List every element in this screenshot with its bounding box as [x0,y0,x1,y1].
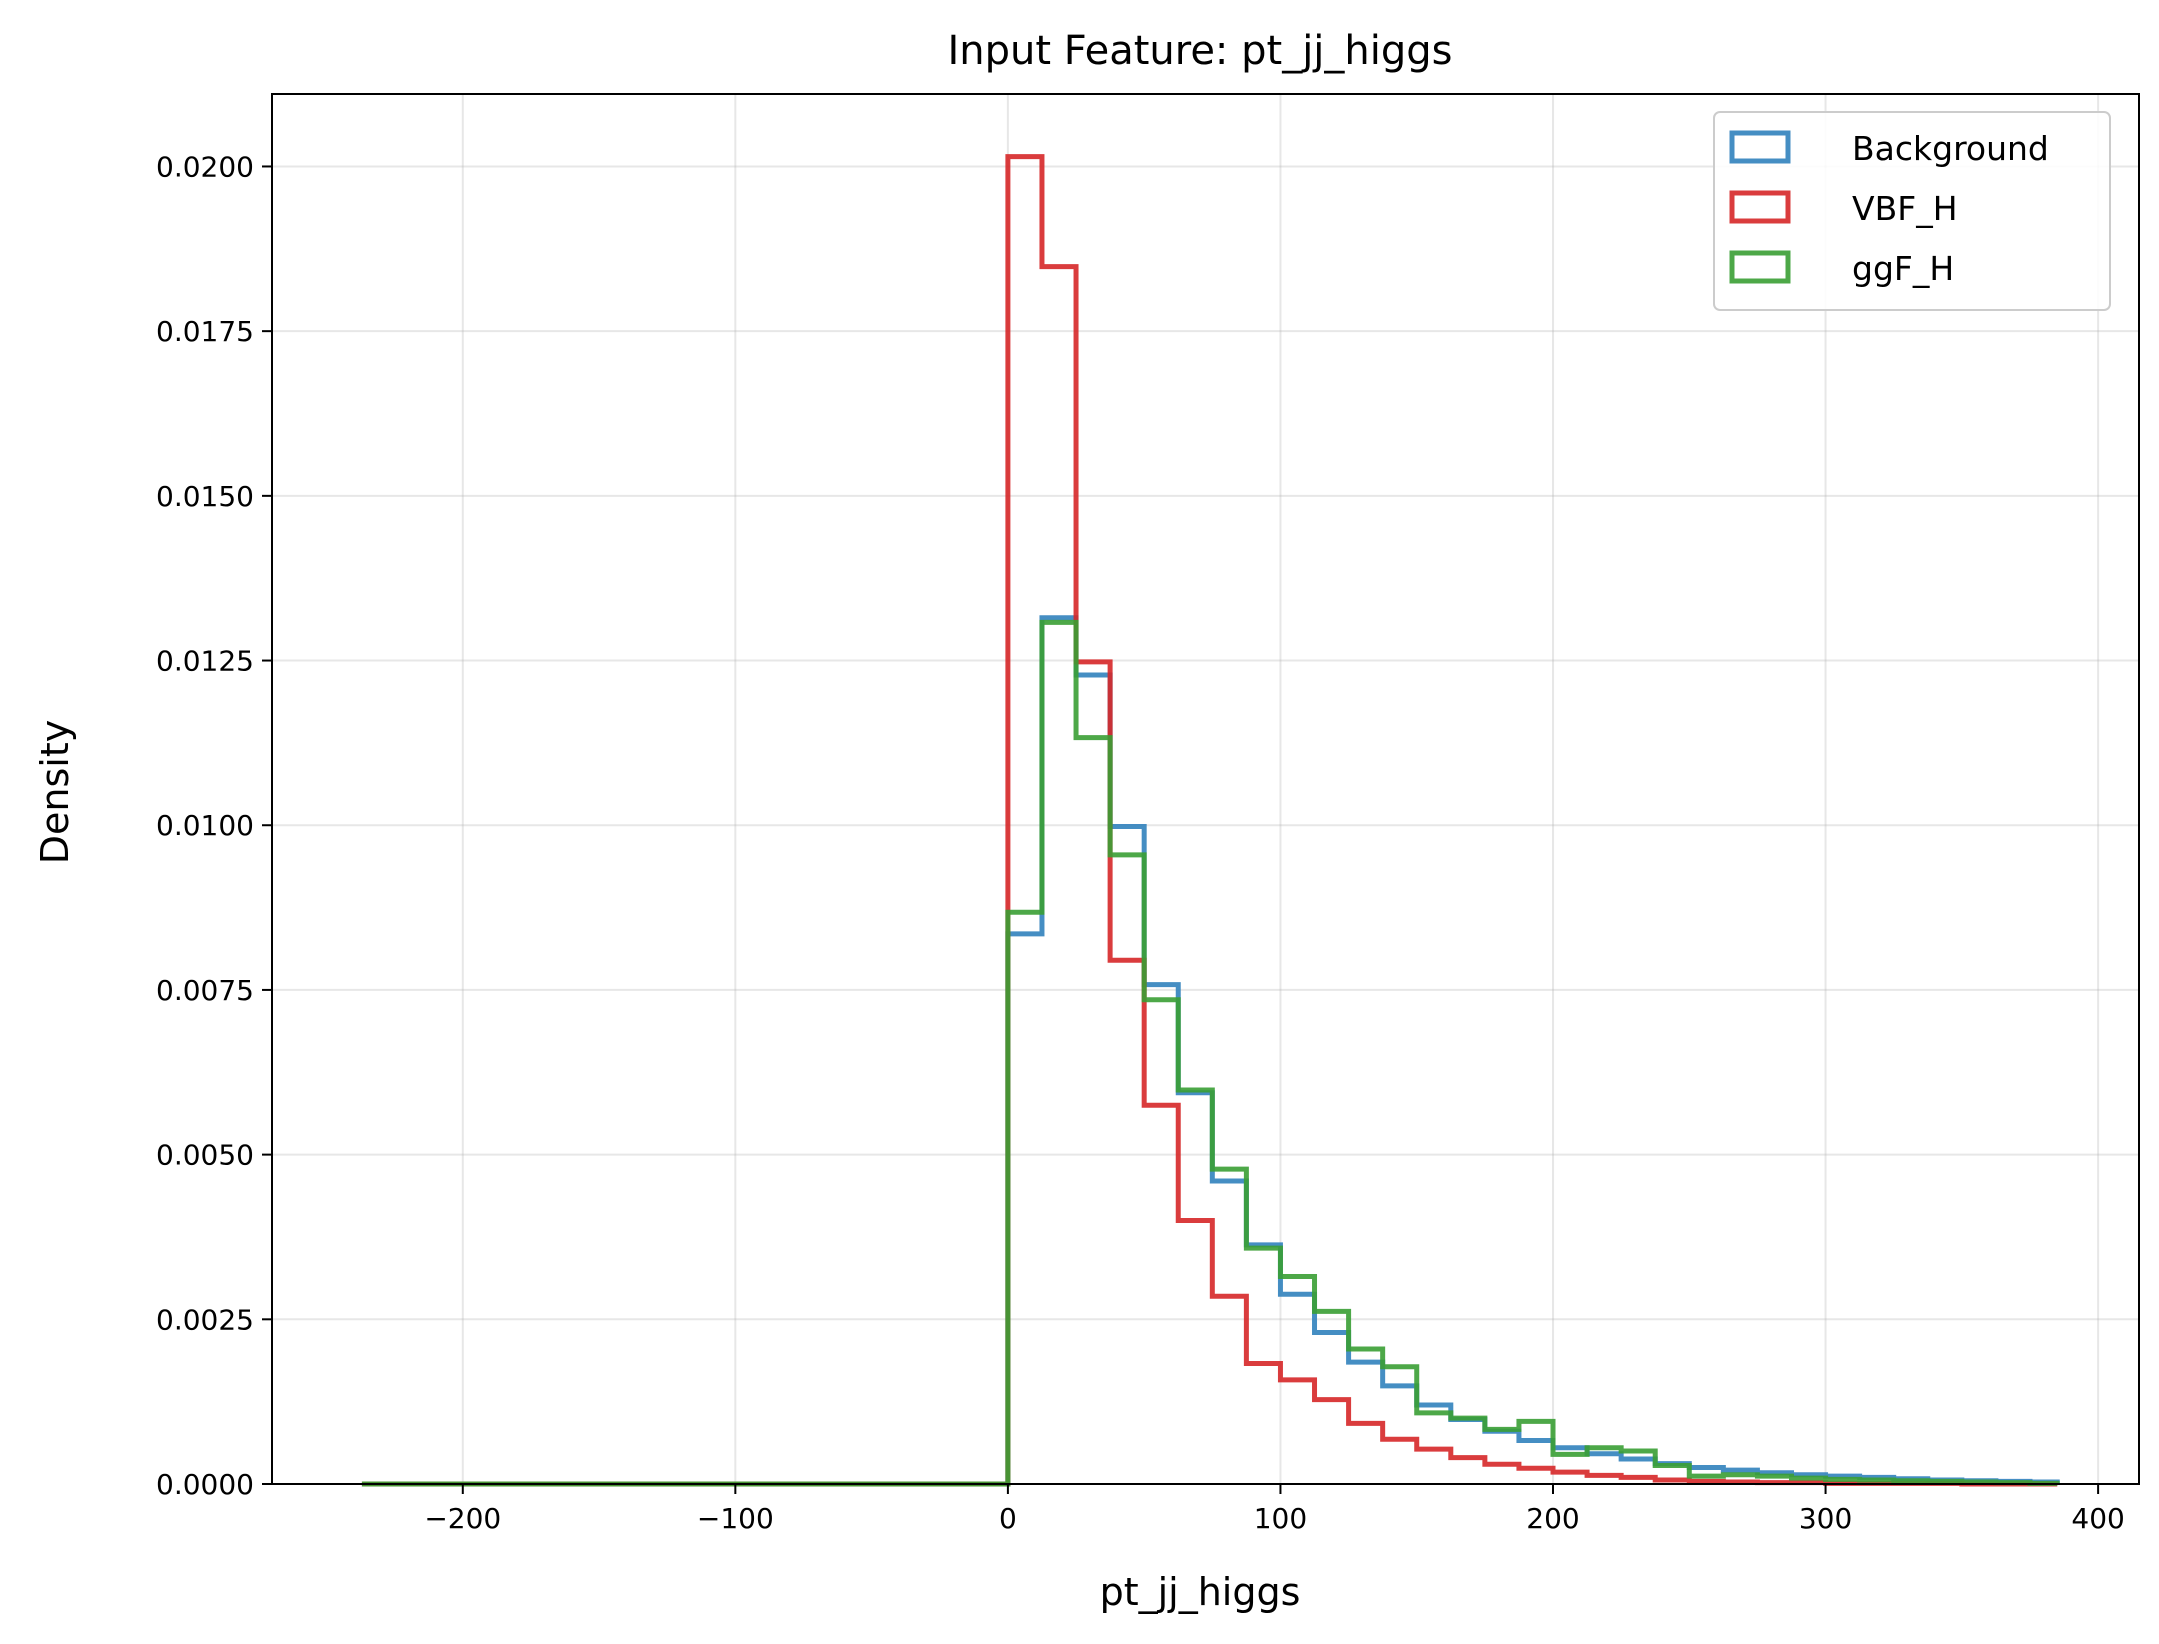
chart-title: Input Feature: pt_jj_higgs [947,28,1452,74]
x-tick-label: 300 [1799,1502,1852,1535]
y-tick-label: 0.0025 [156,1303,254,1336]
series-group [361,154,2060,1487]
legend-swatch-background [1729,130,1791,164]
y-tick-label: 0.0050 [156,1139,254,1172]
series-line-ggf-h [361,619,2060,1487]
legend-label-background: Background [1852,129,2049,168]
x-tick-label: −200 [424,1502,501,1535]
legend-label-ggf-h: ggF_H [1852,249,1954,288]
x-tick-label: −100 [697,1502,774,1535]
legend-label-vbf-h: VBF_H [1852,189,1958,228]
x-axis-label: pt_jj_higgs [1100,1570,1301,1614]
plot-frame [271,93,2140,1485]
x-tick-label: 0 [999,1502,1017,1535]
x-axis-ticks: −200 −100 0 100 200 300 400 [424,1484,2125,1535]
y-axis-label: Density [33,720,77,864]
legend-swatch-ggf-h [1729,250,1791,284]
legend-box [1713,111,2111,311]
x-tick-label: 200 [1526,1502,1579,1535]
legend: Background VBF_H ggF_H [1713,111,2111,311]
y-tick-label: 0.0100 [156,809,254,842]
series-line-vbf-h [361,154,2058,1487]
y-axis-ticks: 0.0000 0.0025 0.0050 0.0075 0.0100 0.0125 0.01… [156,150,272,1501]
legend-swatch-vbf-h [1729,190,1791,224]
y-tick-label: 0.0200 [156,150,254,183]
y-tick-label: 0.0000 [156,1468,254,1501]
x-tick-label: 400 [2071,1502,2124,1535]
y-tick-label: 0.0175 [156,315,254,348]
y-tick-label: 0.0150 [156,480,254,513]
y-tick-label: 0.0075 [156,974,254,1007]
y-tick-label: 0.0125 [156,645,254,678]
x-tick-label: 100 [1254,1502,1307,1535]
